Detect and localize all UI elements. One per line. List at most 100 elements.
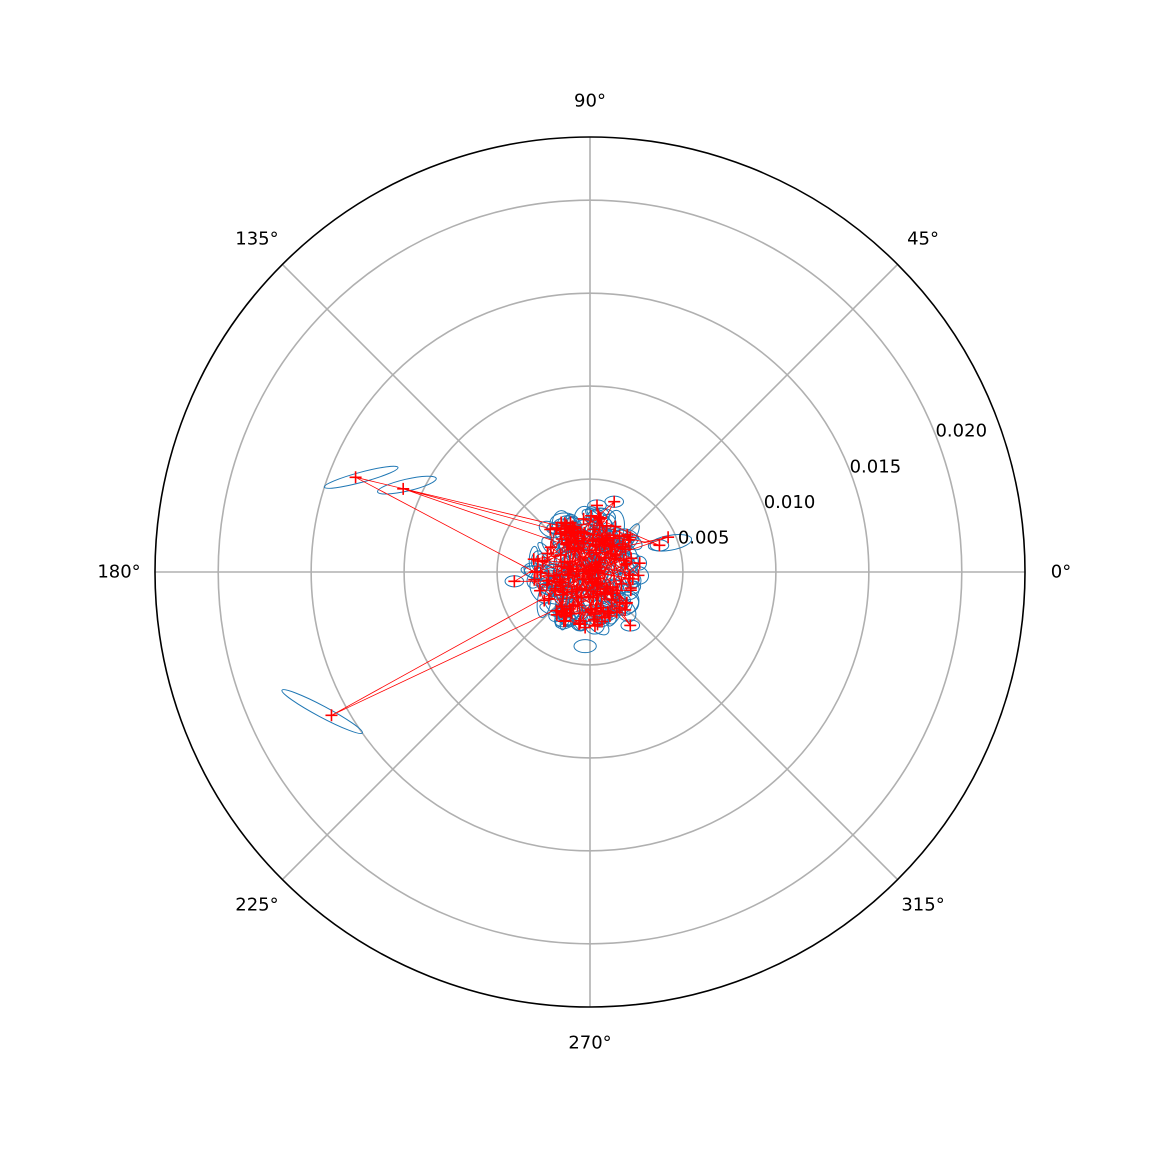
uncertainty-ellipse xyxy=(573,639,597,654)
radial-tick-label: 0.020 xyxy=(935,421,987,442)
data-point-marker xyxy=(611,584,624,597)
radial-tick-label: 0.015 xyxy=(850,456,902,477)
data-point-marker xyxy=(590,499,603,512)
angular-gridline xyxy=(281,571,591,881)
angular-gridline xyxy=(589,263,899,573)
data-point-marker xyxy=(588,608,601,621)
marker-layer xyxy=(325,471,675,722)
data-point-marker xyxy=(616,538,629,551)
data-point-marker xyxy=(592,572,605,585)
data-point-marker xyxy=(605,593,618,606)
angular-tick-label: 135° xyxy=(235,228,278,249)
data-point-marker xyxy=(555,560,568,573)
data-point-marker xyxy=(590,546,603,559)
data-point-marker xyxy=(564,529,577,542)
label-layer: 0° 45° 90° 135° 180° 225° 270° 315° 0.005 0.010 0.… xyxy=(97,91,1071,1054)
grid-layer xyxy=(154,136,1026,1008)
data-point-marker xyxy=(625,552,638,565)
data-point-marker xyxy=(571,599,584,612)
data-point-marker xyxy=(325,709,338,722)
data-point-marker xyxy=(544,541,557,554)
uncertainty-ellipse xyxy=(539,602,574,619)
uncertainty-ellipse xyxy=(573,617,585,632)
data-point-marker xyxy=(587,523,600,536)
data-point-marker xyxy=(609,520,622,533)
uncertainty-ellipse xyxy=(281,689,363,735)
data-point-marker xyxy=(624,584,637,597)
data-point-marker xyxy=(550,604,563,617)
data-point-marker xyxy=(600,582,613,595)
data-point-marker xyxy=(553,575,566,588)
data-point-marker xyxy=(559,609,572,622)
angular-tick-label: 270° xyxy=(568,1033,611,1054)
data-point-marker xyxy=(576,573,589,586)
data-point-marker xyxy=(606,540,619,553)
data-point-marker xyxy=(602,607,615,620)
data-point-marker xyxy=(604,547,617,560)
data-point-marker xyxy=(538,594,551,607)
data-point-marker xyxy=(624,619,637,632)
angular-tick-label: 180° xyxy=(97,562,140,583)
angular-tick-label: 0° xyxy=(1051,562,1071,583)
data-point-marker xyxy=(591,587,604,600)
data-point-marker xyxy=(548,584,561,597)
data-point-marker xyxy=(534,584,547,597)
data-point-marker xyxy=(619,540,632,553)
data-point-marker xyxy=(619,603,632,616)
data-point-marker xyxy=(577,565,590,578)
data-point-marker xyxy=(562,569,575,582)
data-point-marker xyxy=(570,583,583,596)
data-point-marker xyxy=(597,605,610,618)
data-point-marker xyxy=(613,602,626,615)
radial-tick-label: 0.010 xyxy=(764,492,816,513)
data-point-marker xyxy=(591,618,604,631)
data-point-marker xyxy=(583,544,596,557)
data-point-marker xyxy=(560,537,573,550)
data-point-marker xyxy=(579,621,592,634)
polar-frame xyxy=(154,136,1026,1008)
data-point-marker xyxy=(554,549,567,562)
data-point-marker xyxy=(577,512,590,525)
data-point-marker xyxy=(615,577,628,590)
data-point-marker xyxy=(397,482,410,495)
data-point-marker xyxy=(633,557,646,570)
angular-tick-label: 315° xyxy=(901,895,944,916)
data-point-marker xyxy=(556,576,569,589)
angular-tick-label: 90° xyxy=(574,91,606,112)
data-point-marker xyxy=(593,513,606,526)
data-point-marker xyxy=(570,563,583,576)
angular-gridline xyxy=(589,571,899,881)
data-point-marker xyxy=(607,529,620,542)
data-point-marker xyxy=(544,523,557,536)
data-point-marker xyxy=(566,520,579,533)
data-point-marker xyxy=(662,531,675,544)
data-point-marker xyxy=(542,569,555,582)
data-point-marker xyxy=(554,527,567,540)
data-point-marker xyxy=(624,531,637,544)
data-point-marker xyxy=(558,517,571,530)
data-point-marker xyxy=(588,619,601,632)
data-point-marker xyxy=(632,569,645,582)
data-point-marker xyxy=(620,597,633,610)
data-point-marker xyxy=(557,615,570,628)
data-point-marker xyxy=(573,618,586,631)
data-point-marker xyxy=(601,531,614,544)
data-point-marker xyxy=(568,522,581,535)
angular-tick-label: 45° xyxy=(907,228,939,249)
uncertainty-ellipse xyxy=(377,475,437,495)
data-point-marker xyxy=(598,538,611,551)
data-point-marker xyxy=(586,535,599,548)
data-point-marker xyxy=(508,575,521,588)
data-point-marker xyxy=(621,528,634,541)
data-point-marker xyxy=(349,471,362,484)
data-point-marker xyxy=(603,610,616,623)
data-point-marker xyxy=(585,509,598,522)
data-point-marker xyxy=(528,573,541,586)
data-point-marker xyxy=(575,591,588,604)
radial-tick-label: 0.005 xyxy=(678,527,730,548)
data-point-marker xyxy=(613,530,626,543)
angular-gridline xyxy=(281,263,591,573)
data-point-marker xyxy=(653,539,666,552)
angular-tick-label: 225° xyxy=(235,895,278,916)
